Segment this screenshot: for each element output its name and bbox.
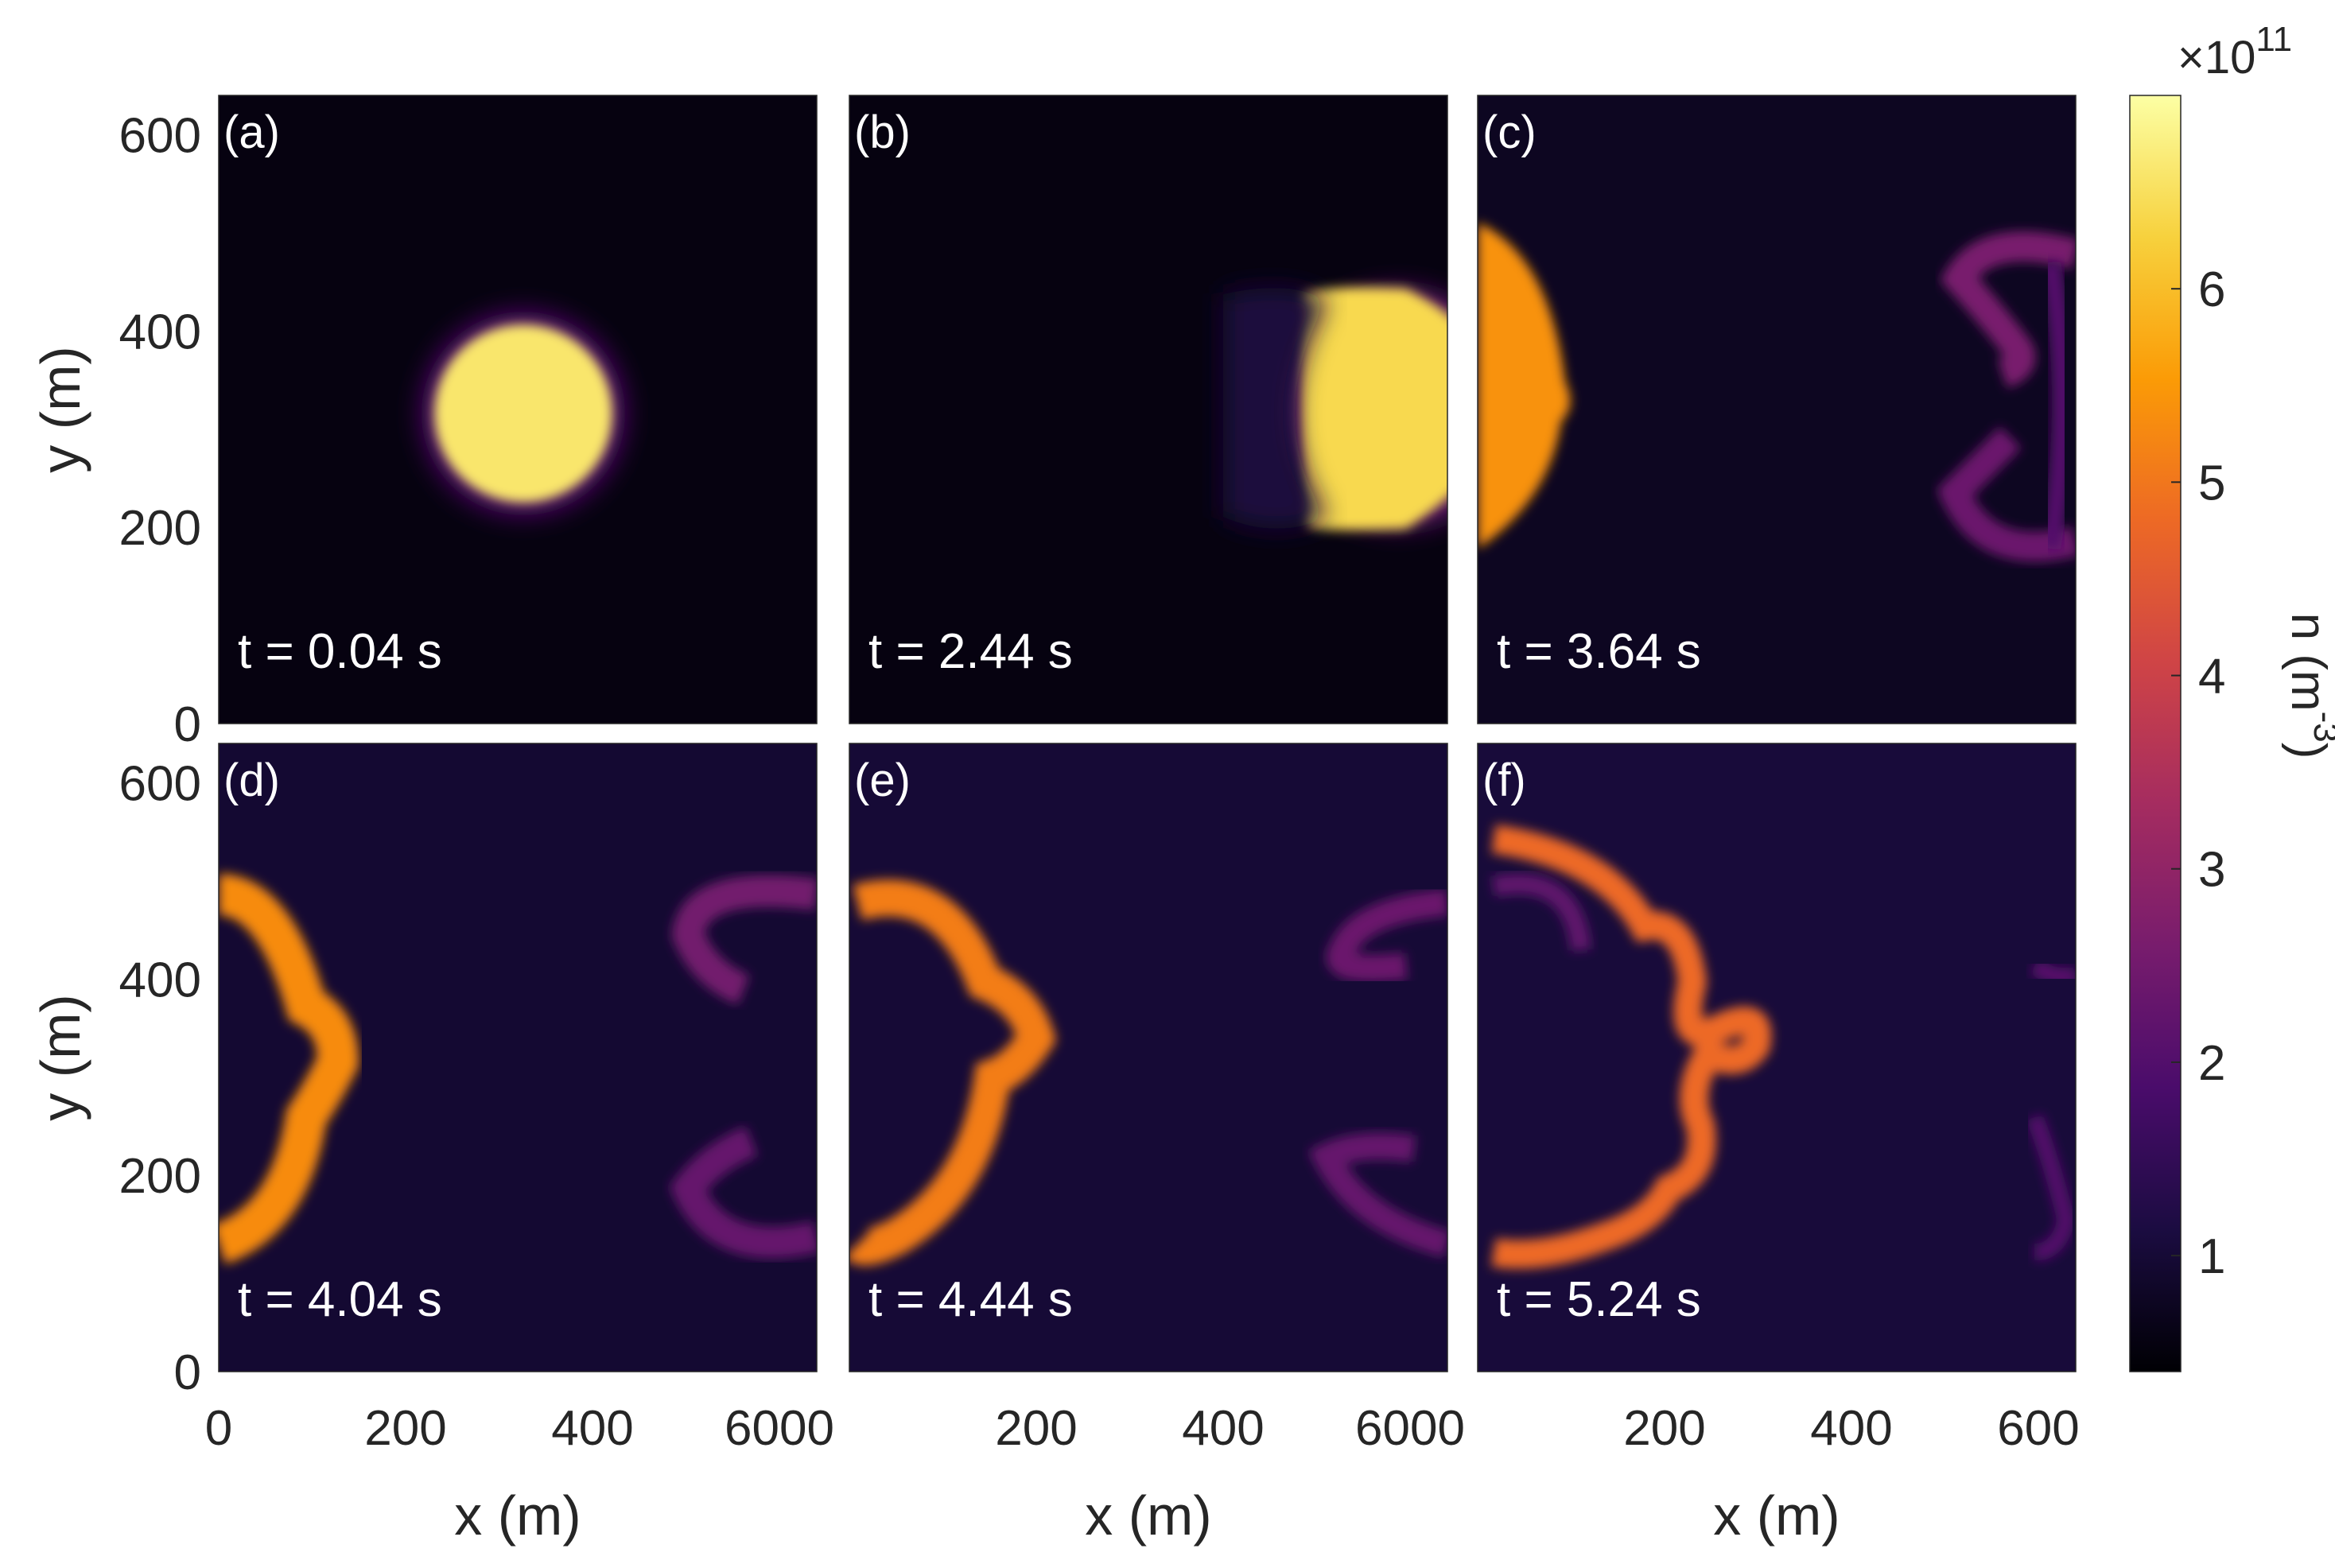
colorbar-tick-label: 2 bbox=[2198, 1036, 2225, 1091]
y-tick-label: 0 bbox=[174, 1345, 201, 1400]
panel-d: (d) t = 4.04 s bbox=[218, 743, 818, 1372]
panel-label: (b) bbox=[854, 107, 911, 158]
x-tick-label: 6000 bbox=[725, 1401, 834, 1456]
axes: 0 200 400 600 y (m) 0 200 400 600 y (m) 0 200 400 600… bbox=[29, 108, 2080, 1547]
colorbar-label: n (m-3) bbox=[2281, 613, 2335, 759]
panel-a: (a) t = 0.04 s bbox=[218, 95, 818, 724]
colorbar-tick-label: 5 bbox=[2198, 456, 2225, 510]
x-tick-label: 6000 bbox=[1355, 1401, 1465, 1456]
x-axis-label: x (m) bbox=[1713, 1485, 1840, 1547]
y-axis-label: y (m) bbox=[29, 994, 91, 1120]
y-axis-label: y (m) bbox=[29, 346, 91, 472]
y-tick-label: 600 bbox=[119, 756, 201, 811]
y-tick-label: 0 bbox=[174, 697, 201, 752]
x-tick-label: 400 bbox=[1810, 1401, 1892, 1456]
panel-b: (b) t = 2.44 s bbox=[849, 95, 1448, 724]
x-tick-label: 200 bbox=[995, 1401, 1077, 1456]
panel-label: (a) bbox=[223, 107, 280, 158]
x-tick-label: 200 bbox=[1623, 1401, 1705, 1456]
colorbar: 1 2 3 4 5 6 ×1011 n (m-3) bbox=[2129, 20, 2335, 1372]
y-tick-label: 400 bbox=[119, 305, 201, 359]
x-axis-label: x (m) bbox=[454, 1485, 581, 1547]
x-tick-label: 400 bbox=[551, 1401, 633, 1456]
panel-time: t = 0.04 s bbox=[238, 624, 442, 679]
panel-time: t = 4.04 s bbox=[238, 1272, 442, 1327]
panel-label: (d) bbox=[223, 755, 280, 806]
panel-label: (c) bbox=[1482, 107, 1537, 158]
panel-time: t = 5.24 s bbox=[1497, 1272, 1701, 1327]
colorbar-tick-label: 4 bbox=[2198, 650, 2225, 704]
colorbar-tick-label: 3 bbox=[2198, 843, 2225, 898]
x-axis-label: x (m) bbox=[1085, 1485, 1211, 1547]
colorbar-tick-label: 6 bbox=[2198, 262, 2225, 317]
panel-f: (f) t = 5.24 s bbox=[1477, 743, 2077, 1372]
colorbar-tick-label: 1 bbox=[2198, 1229, 2225, 1284]
panel-time: t = 2.44 s bbox=[868, 624, 1073, 679]
y-tick-label: 400 bbox=[119, 953, 201, 1007]
panel-time: t = 3.64 s bbox=[1497, 624, 1701, 679]
x-tick-label: 200 bbox=[364, 1401, 446, 1456]
panel-grid: (a)t = 0.04 s(b)t = 2.44 s(c)t = 3.64 s(… bbox=[218, 95, 2077, 1372]
panel-c: (c) t = 3.64 s bbox=[1477, 95, 2077, 724]
x-tick-label: 600 bbox=[1997, 1401, 2079, 1456]
x-tick-label: 400 bbox=[1182, 1401, 1264, 1456]
colorbar-gradient bbox=[2129, 95, 2182, 1372]
x-tick-label: 0 bbox=[205, 1401, 232, 1456]
y-tick-label: 200 bbox=[119, 1149, 201, 1204]
panel-time: t = 4.44 s bbox=[868, 1272, 1073, 1327]
panel-e: (e) t = 4.44 s bbox=[849, 743, 1448, 1372]
panel-label: (f) bbox=[1482, 755, 1526, 806]
y-tick-label: 200 bbox=[119, 501, 201, 556]
colorbar-scale-factor: ×1011 bbox=[2178, 20, 2292, 83]
y-tick-label: 600 bbox=[119, 108, 201, 163]
panel-label: (e) bbox=[854, 755, 911, 806]
